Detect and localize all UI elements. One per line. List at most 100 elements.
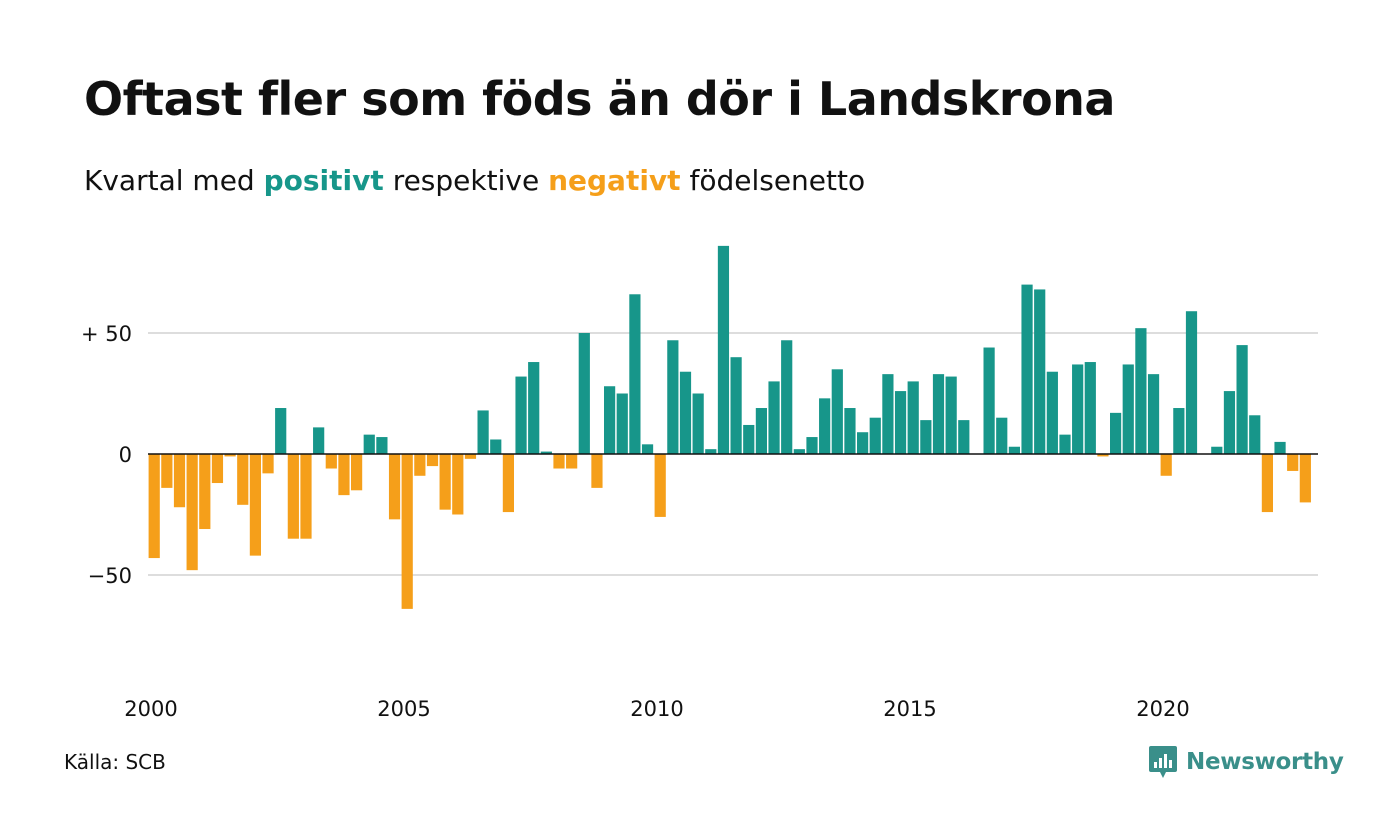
bar-69 [1021,284,1033,454]
bar-44 [705,449,717,454]
bar-67 [996,417,1008,454]
bar-30 [528,362,540,454]
bar-66 [983,347,995,454]
subtitle-negative-label: negativt [548,164,681,197]
bar-48 [755,408,767,454]
bar-71 [1046,371,1058,454]
bar-51 [793,449,805,454]
bar-52 [806,437,818,454]
chart-subtitle: Kvartal med positivt respektive negativt… [84,164,865,197]
bar-81 [1173,408,1185,454]
bar-0 [148,454,160,559]
bar-17 [363,434,375,454]
bar-77 [1122,364,1134,454]
bar-76 [1110,412,1122,454]
bar-87 [1249,415,1261,454]
bar-64 [958,420,970,454]
bar-61 [920,420,932,454]
subtitle-prefix: Kvartal med [84,164,255,197]
bar-85 [1223,391,1236,454]
subtitle-positive-label: positivt [263,164,384,197]
bar-34 [578,333,590,454]
bar-2 [173,454,186,508]
bar-14 [325,454,337,469]
bar-89 [1274,441,1286,454]
bar-80 [1160,454,1172,476]
bar-26 [477,410,489,454]
bar-88 [1261,454,1273,513]
source-note: Källa: SCB [64,750,166,774]
bar-20 [401,454,413,609]
x-tick-label: 2000 [124,697,177,721]
bar-3 [186,454,198,571]
bars-layer [148,245,1311,609]
subtitle-middle: respektive [392,164,540,197]
bar-60 [907,381,919,454]
bar-40 [654,454,666,517]
bar-33 [566,454,578,469]
bar-28 [502,454,514,513]
bar-55 [844,408,856,454]
bar-37 [616,393,628,454]
bar-15 [338,454,350,496]
bar-90 [1287,454,1299,471]
bar-4 [199,454,211,530]
y-tick-label: + 50 [81,322,132,346]
chart-title: Oftast fler som föds än dör i Landskrona [84,72,1115,126]
bar-79 [1147,374,1160,454]
bar-59 [894,391,907,454]
bar-36 [604,386,616,454]
bar-38 [629,294,641,454]
bar-22 [426,454,439,467]
bar-75 [1097,454,1109,457]
bar-70 [1034,289,1046,454]
bar-91 [1299,454,1311,503]
x-tick-label: 2015 [883,697,936,721]
bar-1 [161,454,173,488]
bar-53 [819,398,831,454]
bar-39 [641,444,654,454]
bar-73 [1072,364,1084,454]
bar-82 [1185,311,1198,454]
bar-8 [249,454,261,556]
bar-54 [831,369,843,454]
bar-46 [730,357,742,454]
bar-62 [932,374,945,454]
bar-84 [1211,446,1223,454]
bar-58 [882,374,894,454]
bar-9 [262,454,274,474]
y-tick-label: −50 [88,564,132,588]
bar-42 [679,371,692,454]
y-tick-label: 0 [119,443,132,467]
bar-11 [287,454,299,539]
bar-16 [351,454,363,491]
bar-25 [464,454,477,459]
bar-72 [1059,434,1071,454]
bar-57 [869,417,881,454]
grid-layer [148,332,1318,576]
bar-56 [857,432,869,454]
newsworthy-logo-text: Newsworthy [1186,749,1344,775]
x-tick-label: 2020 [1136,697,1189,721]
bar-6 [224,454,236,457]
bar-29 [515,376,527,454]
bar-32 [553,454,565,469]
bar-23 [439,454,451,510]
bar-41 [667,340,679,454]
bar-13 [313,427,325,454]
bar-63 [945,376,957,454]
bar-19 [388,454,401,520]
bar-43 [692,393,704,454]
bar-49 [768,381,780,454]
bar-86 [1236,345,1248,454]
bar-45 [717,245,730,454]
bar-5 [211,454,224,484]
x-tick-label: 2010 [630,697,683,721]
bar-31 [540,451,552,454]
bar-50 [781,340,793,454]
bar-10 [275,408,287,454]
subtitle-suffix: födelsenetto [689,164,866,197]
y-axis-tick-labels: + 50 0 −50 [81,322,132,588]
bar-74 [1084,362,1096,454]
